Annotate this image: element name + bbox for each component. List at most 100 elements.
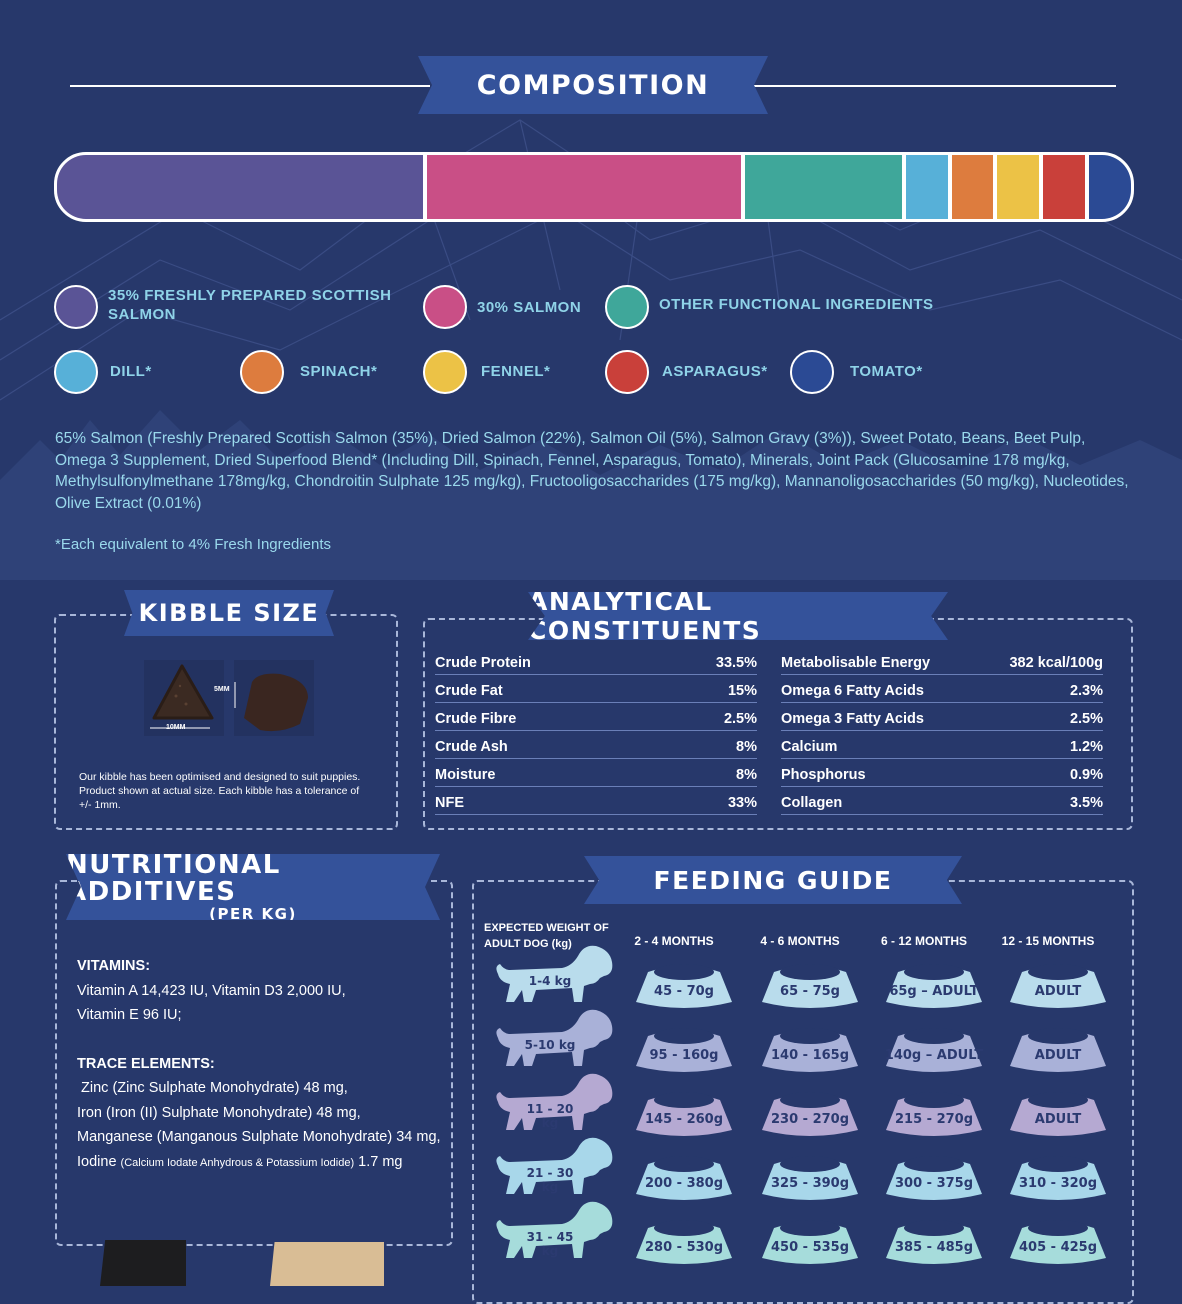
food-bowl-icon [636, 1156, 732, 1200]
constituent-name: Collagen [781, 795, 843, 811]
kibble-illustration [144, 660, 314, 736]
feeding-amount: 325 - 390g [770, 1176, 850, 1191]
vitamins-line-1: Vitamin A 14,423 IU, Vitamin D3 2,000 IU… [77, 982, 346, 999]
kibble-width-label: 10MM [166, 724, 186, 731]
constituent-value: 0.9% [1069, 767, 1103, 783]
legend-label: TOMATO* [850, 362, 923, 381]
feeding-amount: 65 - 75g [780, 984, 840, 999]
constituent-value: 15% [727, 683, 757, 699]
feeding-amount: ADULT [1034, 1112, 1082, 1127]
feeding-amount: 450 - 535g [770, 1240, 850, 1255]
composition-segment [57, 155, 424, 219]
feeding-amount: 310 - 320g [1018, 1176, 1098, 1191]
legend-label: OTHER FUNCTIONAL INGREDIENTS [659, 295, 934, 314]
analytical-row: Crude Fibre 2.5% [435, 704, 757, 731]
analytical-row: NFE 33% [435, 788, 757, 815]
additives-title: NUTRITIONAL ADDITIVES [66, 850, 281, 907]
legend-swatch [54, 285, 98, 329]
constituent-name: Moisture [435, 767, 496, 783]
legend-label-line: TOMATO* [850, 363, 923, 380]
food-bowl-icon [762, 1220, 858, 1264]
analytical-row: Metabolisable Energy 382 kcal/100g [781, 648, 1103, 675]
food-bowl-icon [762, 1092, 858, 1136]
constituent-value: 3.5% [1069, 795, 1103, 811]
composition-segment [951, 155, 994, 219]
trace-line-1: Zinc (Zinc Sulphate Monohydrate) 48 mg, [77, 1080, 348, 1096]
dog-silhouette-icon [496, 945, 613, 1002]
constituent-name: Omega 6 Fatty Acids [781, 683, 924, 699]
feeding-amount: 45 - 70g [654, 984, 714, 999]
constituent-name: Crude Fibre [435, 711, 517, 727]
analytical-row: Collagen 3.5% [781, 788, 1103, 815]
analytical-row: Crude Ash 8% [435, 732, 757, 759]
composition-segment [427, 155, 741, 219]
composition-segment [905, 155, 948, 219]
vitamins-line-2: Vitamin E 96 IU; [77, 1007, 182, 1023]
legend-swatch [54, 350, 98, 394]
legend-label-line: 30% SALMON [477, 299, 582, 316]
food-bowl-icon [1010, 1156, 1106, 1200]
food-bowl-icon [636, 964, 732, 1008]
composition-title: COMPOSITION [418, 56, 768, 114]
legend-label-line: SALMON [108, 306, 176, 323]
feeding-amount: 385 - 485g [894, 1240, 974, 1255]
kibble-size-title: KIBBLE SIZE [124, 590, 334, 636]
feeding-amount: 405 - 425g [1018, 1240, 1098, 1255]
constituent-value: 382 kcal/100g [1009, 655, 1103, 671]
food-bowl-icon [886, 964, 982, 1008]
weight-header-line-2: ADULT DOG (kg) [484, 938, 572, 950]
feeding-title: FEEDING GUIDE [584, 856, 962, 904]
kibble-height-label: 5MM [214, 686, 230, 693]
dog-silhouette-icon [496, 1137, 613, 1194]
constituent-name: NFE [435, 795, 464, 811]
ingredients-text: 65% Salmon (Freshly Prepared Scottish Sa… [55, 430, 1129, 512]
trace-heading: TRACE ELEMENTS: [77, 1055, 215, 1072]
feeding-amount: 65g – ADULT [889, 984, 979, 999]
age-column-header: 2 - 4 MONTHS [634, 934, 714, 948]
composition-segment [1089, 155, 1131, 219]
analytical-row: Crude Fat 15% [435, 676, 757, 703]
food-bowl-icon [1010, 964, 1106, 1008]
legend-swatch [423, 350, 467, 394]
constituent-name: Phosphorus [781, 767, 866, 783]
dog-weight-label: 21 - 30 kg [526, 1166, 574, 1194]
weight-header-line-1: EXPECTED WEIGHT OF [484, 922, 609, 934]
composition-bar [54, 152, 1134, 222]
header-rule-left [70, 85, 430, 87]
age-column-header: 12 - 15 MONTHS [1001, 934, 1095, 948]
analytical-row: Phosphorus 0.9% [781, 760, 1103, 787]
food-bowl-icon [762, 964, 858, 1008]
food-bowl-icon [886, 1220, 982, 1264]
food-bowl-icon [762, 1028, 858, 1072]
fresh-ingredients-footnote: *Each equivalent to 4% Fresh Ingredients [55, 536, 331, 553]
legend-label: ASPARAGUS* [662, 362, 768, 381]
constituent-name: Crude Protein [435, 655, 531, 671]
legend-swatch [240, 350, 284, 394]
additives-text: VITAMINS: Vitamin A 14,423 IU, Vitamin D… [77, 954, 447, 1175]
feeding-amount: 140 - 165g [770, 1048, 850, 1063]
trace-line-4: Iodine (Calcium Iodate Anhydrous & Potas… [77, 1150, 447, 1176]
weight-header: EXPECTED WEIGHT OF ADULT DOG (kg) [484, 920, 609, 952]
legend-label: 35% FRESHLY PREPARED SCOTTISH SALMON [108, 286, 391, 324]
trace-line-4-compound: (Calcium Iodate Anhydrous & Potassium Io… [120, 1156, 355, 1169]
legend-label-line: 35% FRESHLY PREPARED SCOTTISH [108, 287, 392, 304]
feeding-amount: 95 - 160g [649, 1048, 719, 1063]
food-bowl-icon [886, 1156, 982, 1200]
dog-weight-label: 31 - 45 kg [526, 1230, 574, 1258]
vitamins-heading: VITAMINS: [77, 958, 151, 974]
age-column-header: 6 - 12 MONTHS [880, 934, 967, 948]
feeding-amount: 145 - 260g [644, 1112, 724, 1127]
dog-weight-label: 5-10 kg [524, 1038, 576, 1052]
legend-label-line: OTHER FUNCTIONAL INGREDIENTS [659, 296, 934, 313]
additives-subtitle: (PER KG) [209, 905, 297, 923]
trace-line-3: Manganese (Manganous Sulphate Monohydrat… [77, 1129, 441, 1145]
feeding-amount: 140g – ADULT [884, 1048, 984, 1063]
legend-label: DILL* [110, 362, 152, 381]
feeding-amount: ADULT [1034, 984, 1082, 999]
composition-segment [997, 155, 1040, 219]
food-bowl-icon [886, 1092, 982, 1136]
feeding-amount: 215 - 270g [894, 1112, 974, 1127]
age-column-header: 4 - 6 MONTHS [760, 934, 840, 948]
composition-segment [744, 155, 902, 219]
header-rule-right [752, 85, 1116, 87]
